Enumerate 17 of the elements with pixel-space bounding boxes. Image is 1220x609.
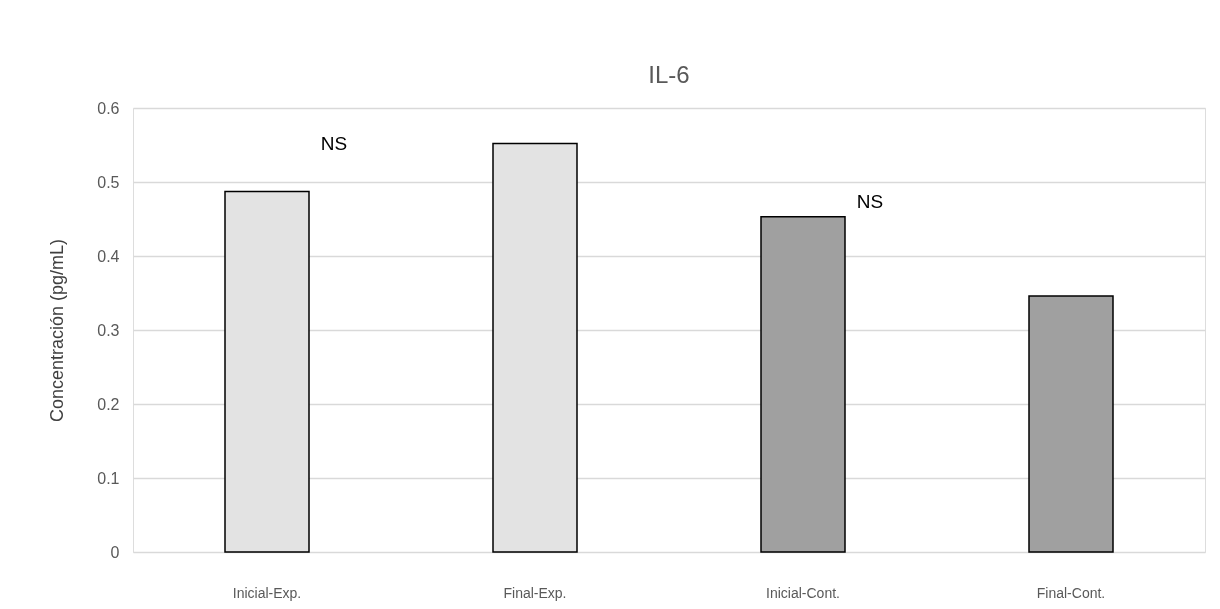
x-tick-label: Final-Exp. (503, 584, 567, 601)
x-tick-label: Final-Cont. (1036, 584, 1106, 601)
y-tick-label: 0.6 (97, 99, 120, 117)
bar (1028, 295, 1114, 553)
y-tick-label: 0.4 (97, 247, 120, 265)
annotation: NS (320, 133, 348, 154)
y-axis-title: Concentración (pg/mL) (47, 238, 68, 423)
x-tick-label: Inicial-Cont. (766, 584, 840, 601)
y-tick-label: 0.2 (97, 395, 120, 413)
y-tick-label: 0.1 (97, 469, 120, 487)
y-tick-label: 0 (110, 543, 120, 561)
bar (760, 216, 846, 553)
y-tick-label: 0.5 (97, 173, 120, 191)
x-tick-label: Inicial-Exp. (232, 584, 302, 601)
chart-title: IL-6 (648, 61, 690, 88)
annotation: NS (856, 191, 884, 212)
y-tick-label: 0.3 (97, 321, 120, 339)
